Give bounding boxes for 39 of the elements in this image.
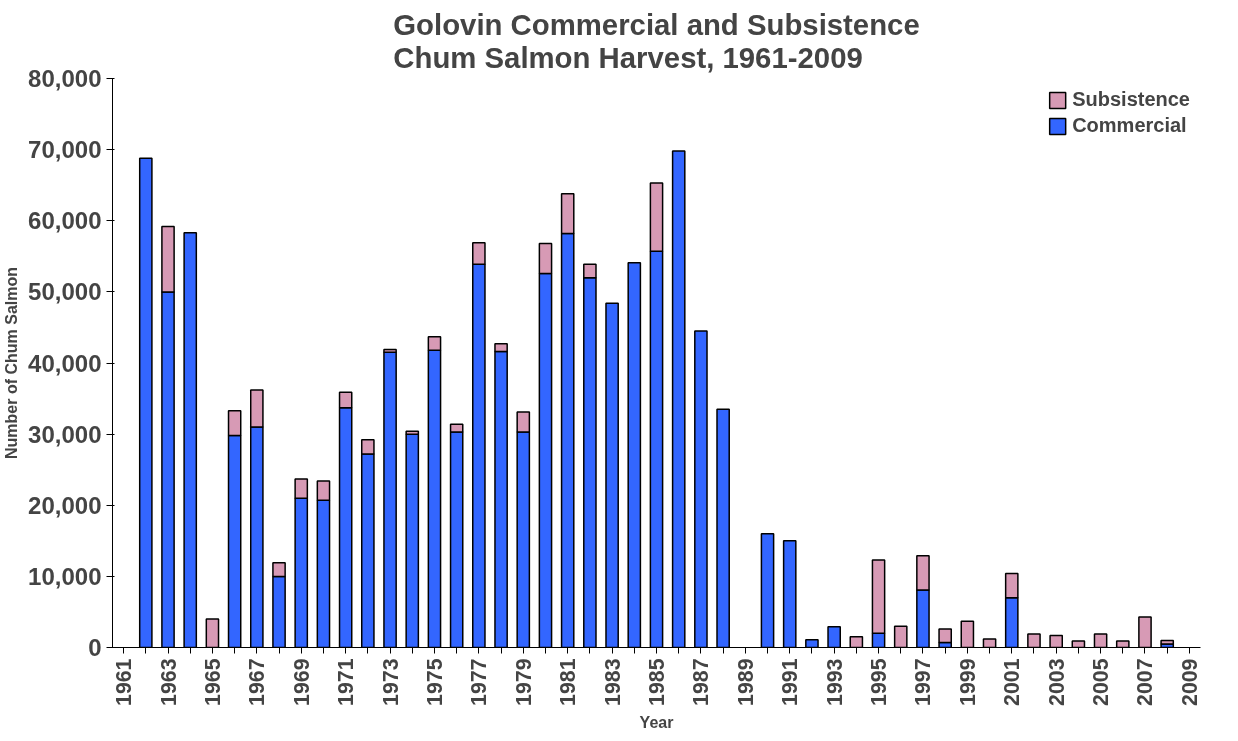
x-tick-label: 1977 xyxy=(467,658,492,706)
legend-label: Commercial xyxy=(1072,114,1187,137)
x-tick-label: 1971 xyxy=(334,658,359,706)
x-tick-label: 1967 xyxy=(245,658,270,706)
x-tick-label: 1981 xyxy=(556,658,581,706)
y-tick-label: 50,000 xyxy=(28,278,102,306)
x-tick-label: 2007 xyxy=(1133,658,1158,706)
x-tick-label: 1993 xyxy=(822,658,847,706)
y-tick-label: 60,000 xyxy=(28,207,102,235)
x-tick-label: 2005 xyxy=(1089,658,1114,706)
y-tick-label: 0 xyxy=(88,634,102,661)
legend-label: Subsistence xyxy=(1072,88,1190,111)
y-tick-label: 80,000 xyxy=(28,65,102,92)
y-tick-label: 30,000 xyxy=(28,420,102,448)
y-tick-label: 20,000 xyxy=(28,491,102,519)
y-tick-label: 10,000 xyxy=(28,562,102,590)
x-tick-label: 1963 xyxy=(156,658,181,706)
x-tick-label: 2009 xyxy=(1177,658,1202,706)
y-axis-title: Number of Chum Salmon xyxy=(3,266,21,459)
x-tick-label: 1997 xyxy=(911,658,936,706)
x-tick-label: 1973 xyxy=(378,658,403,706)
x-tick-label: 1999 xyxy=(955,658,980,706)
x-tick-label: 1961 xyxy=(112,658,137,706)
x-tick-label: 1985 xyxy=(645,658,669,706)
chart-title: Golovin Commercial and Subsistence Chum Salmon Harvest, 1961-2009 xyxy=(393,7,920,74)
x-tick-label: 1979 xyxy=(511,658,536,706)
x-tick-label: 1969 xyxy=(289,658,314,706)
x-tick-label: 1987 xyxy=(689,658,714,706)
y-tick-label: 70,000 xyxy=(28,136,102,164)
x-tick-label: 1995 xyxy=(867,658,892,706)
x-tick-label: 2003 xyxy=(1044,658,1069,706)
x-tick-label: 1983 xyxy=(600,658,625,706)
y-tick-label: 40,000 xyxy=(28,349,102,377)
x-tick-label: 1975 xyxy=(422,658,447,706)
x-tick-label: 1991 xyxy=(778,658,803,706)
x-axis-title: Year xyxy=(639,713,674,731)
x-tick-label: 2001 xyxy=(1000,658,1025,706)
x-tick-label: 1965 xyxy=(200,658,225,706)
x-tick-label: 1989 xyxy=(733,658,758,706)
